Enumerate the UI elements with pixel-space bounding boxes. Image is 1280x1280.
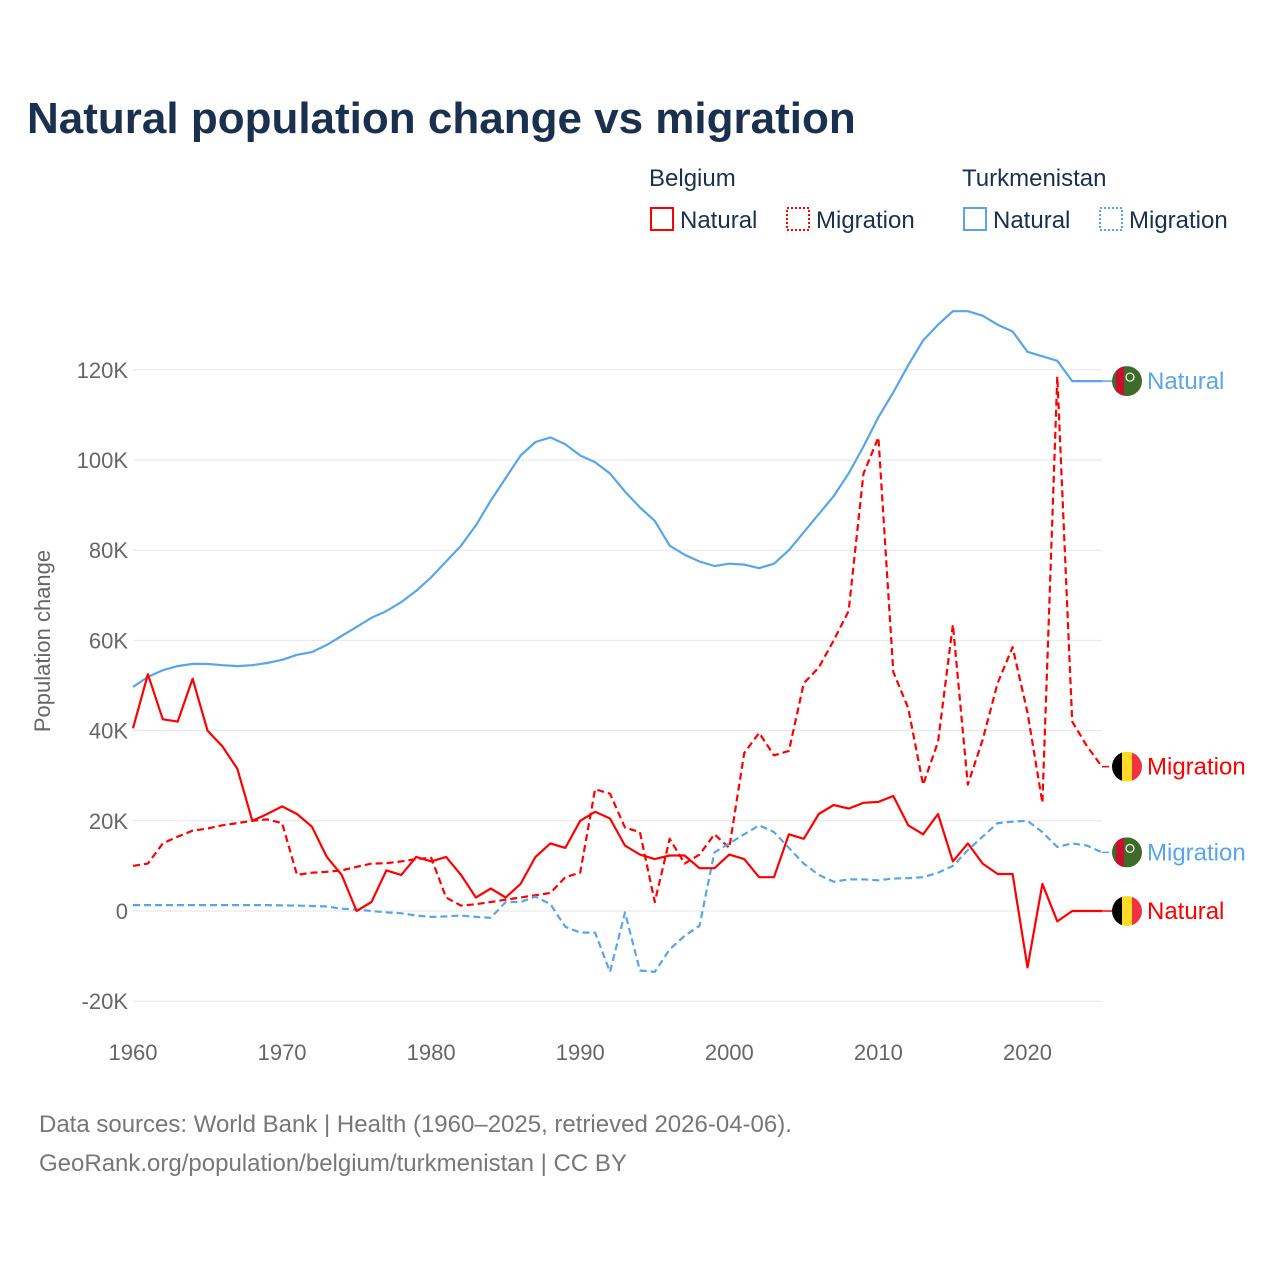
y-tick-label: 0 [116,899,128,924]
series-lines [131,310,1112,974]
legend-swatch-turkmenistan-migration [1099,207,1123,231]
x-tick-label: 2020 [1003,1040,1052,1065]
source-line-1: Data sources: World Bank | Health (1960–… [39,1111,792,1138]
x-tick-label: 2010 [854,1040,903,1065]
legend-item-turkmenistan-natural[interactable]: Natural [993,207,1070,234]
legend-item-turkmenistan-migration[interactable]: Migration [1129,207,1228,234]
y-tick-label: 100K [77,448,129,473]
y-tick-label: 40K [89,719,128,744]
x-tick-label: 1970 [258,1040,307,1065]
line-turkmenistan-natural [132,310,1102,688]
line-turkmenistan-migration [133,819,1103,974]
x-tick-label: 2000 [705,1040,754,1065]
source-line-2[interactable]: GeoRank.org/population/belgium/turkmenis… [39,1150,627,1177]
end-labels: Natural Migration Migration Natural [1112,366,1246,926]
end-label-turkmenistan-migration: Migration [1147,839,1246,866]
end-label-turkmenistan-natural: Natural [1147,368,1224,395]
y-tick-label: 60K [89,628,128,653]
legend: Belgium Natural Migration Turkmenistan N… [649,165,1228,234]
x-tick-labels: 1960 1970 1980 1990 2000 2010 2020 [109,1040,1052,1065]
end-label-belgium-natural: Natural [1147,898,1224,925]
chart-title: Natural population change vs migration [27,94,856,143]
belgium-flag-icon [1112,751,1142,782]
legend-group-turkmenistan: Turkmenistan [962,165,1107,192]
legend-group-belgium: Belgium [649,165,736,192]
legend-swatch-turkmenistan-natural [963,207,987,231]
y-tick-label: 120K [77,358,129,383]
line-belgium-natural [131,673,1102,969]
x-tick-label: 1990 [556,1040,605,1065]
x-tick-label: 1960 [109,1040,158,1065]
y-tick-label: 80K [89,538,128,563]
end-label-belgium-migration: Migration [1147,754,1246,781]
gridlines [133,369,1102,1002]
y-tick-label: -20K [82,989,129,1014]
line-belgium-migration [132,375,1103,907]
y-tick-label: 20K [89,809,128,834]
legend-item-belgium-natural[interactable]: Natural [680,207,757,234]
y-axis-label: Population change [30,550,55,732]
legend-swatch-belgium-migration [786,207,810,231]
turkmenistan-flag-icon [1112,366,1142,397]
x-tick-label: 1980 [407,1040,456,1065]
belgium-flag-icon [1112,896,1142,926]
legend-swatch-belgium-natural [650,207,674,231]
legend-item-belgium-migration[interactable]: Migration [816,207,915,234]
y-tick-labels: -20K 0 20K 40K 60K 80K 100K 120K [77,358,129,1014]
turkmenistan-flag-icon [1112,837,1142,868]
